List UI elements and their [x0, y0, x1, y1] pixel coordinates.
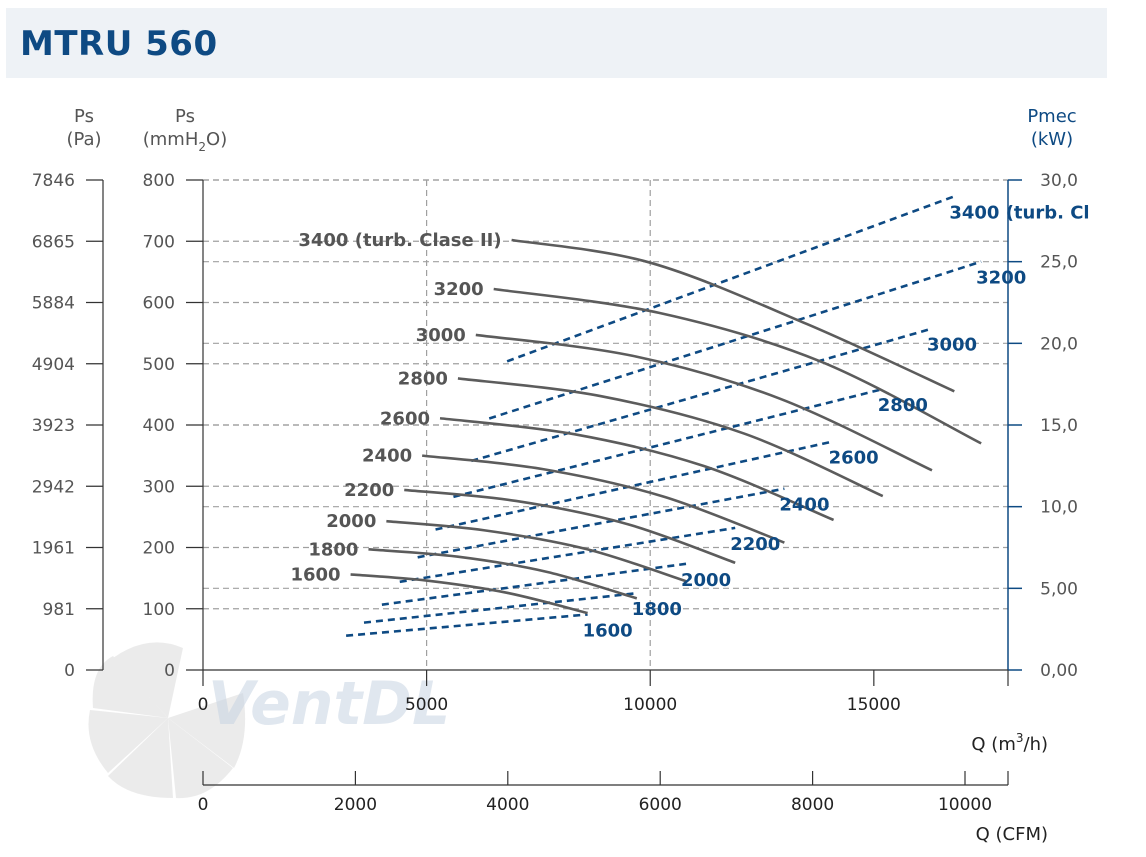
pa-axis-label-2: (Pa): [66, 129, 101, 150]
x-m3h-axis-label: Q (m3/h): [971, 731, 1048, 755]
pressure-label-2400: 2400: [362, 446, 412, 467]
pa-tick-label: 3923: [32, 416, 75, 436]
mmh2o-tick-label: 400: [143, 416, 175, 436]
mmh2o-label-post: O): [206, 129, 227, 150]
power-label-1600: 1600: [583, 620, 633, 641]
mmh2o-label-sub: 2: [198, 140, 206, 154]
mmh2o-tick-label: 500: [143, 355, 175, 375]
kw-tick-label: 25,0: [1040, 253, 1078, 273]
kw-tick-label: 0,00: [1040, 661, 1078, 681]
pa-tick-label: 4904: [32, 355, 75, 375]
x-cfm-axis-label: Q (CFM): [976, 824, 1048, 845]
pa-tick-label: 5884: [32, 294, 75, 314]
pa-axis-label-1: Ps: [74, 106, 94, 127]
x-m3h-tick-label: 0: [198, 695, 209, 715]
power-label-2800: 2800: [878, 395, 928, 416]
power-curve-1600: [346, 614, 587, 635]
mmh2o-tick-label: 700: [143, 232, 175, 252]
kw-tick-label: 30,0: [1040, 171, 1078, 191]
mmh2o-tick-label: 600: [143, 294, 175, 314]
pressure-label-2800: 2800: [398, 368, 448, 389]
x-cfm-tick-label: 10000: [938, 795, 992, 815]
power-curve-1800: [364, 593, 637, 622]
pressure-curve-2000: [386, 521, 686, 581]
x-cfm-tick-label: 2000: [334, 795, 377, 815]
kw-tick-label: 10,0: [1040, 498, 1078, 518]
power-label-1800: 1800: [632, 599, 682, 620]
x-m3h-tick-label: 10000: [623, 695, 677, 715]
pressure-label-3200: 3200: [434, 279, 484, 300]
power-label-2600: 2600: [829, 447, 879, 468]
x-cfm-tick-label: 8000: [791, 795, 834, 815]
pa-tick-label: 2942: [32, 477, 75, 497]
power-label-3400: 3400 (turb. Cl: [949, 202, 1089, 223]
power-label-2400: 2400: [779, 495, 829, 516]
kw-axis-label-1: Pmec: [1027, 106, 1076, 127]
mmh2o-axis-label-1: Ps: [175, 106, 195, 127]
x-m3h-tick-label: 5000: [405, 695, 448, 715]
pa-tick-label: 1961: [32, 539, 75, 559]
mmh2o-tick-label: 100: [143, 600, 175, 620]
mmh2o-tick-label: 0: [164, 661, 175, 681]
pressure-curve-3200: [494, 289, 981, 443]
pa-tick-label: 0: [64, 661, 75, 681]
kw-axis-label-2: (kW): [1031, 129, 1073, 150]
pressure-label-2600: 2600: [380, 408, 430, 429]
power-label-2000: 2000: [681, 570, 731, 591]
x-m3h-label-post: /h): [1024, 734, 1049, 755]
kw-tick-label: 5,00: [1040, 579, 1078, 599]
power-label-3000: 3000: [927, 335, 977, 356]
kw-tick-label: 15,0: [1040, 416, 1078, 436]
power-curve-3400: [507, 196, 954, 361]
mmh2o-label-pre: (mmH: [143, 129, 199, 150]
pressure-label-1600: 1600: [290, 564, 340, 585]
pressure-curve-3400: [512, 240, 955, 391]
pa-tick-label: 981: [43, 600, 75, 620]
mmh2o-axis-label-2: (mmH2O): [143, 129, 227, 154]
pressure-label-1800: 1800: [308, 539, 358, 560]
x-m3h-label-sup: 3: [1016, 731, 1024, 745]
power-label-2200: 2200: [730, 534, 780, 555]
x-m3h-label-pre: Q (m: [971, 734, 1015, 755]
pressure-label-2000: 2000: [326, 511, 376, 532]
x-cfm-tick-label: 4000: [486, 795, 529, 815]
kw-tick-label: 20,0: [1040, 334, 1078, 354]
mmh2o-tick-label: 300: [143, 477, 175, 497]
x-m3h-tick-label: 15000: [847, 695, 901, 715]
pa-tick-label: 7846: [32, 171, 75, 191]
pressure-curve-2600: [440, 418, 834, 520]
mmh2o-tick-label: 800: [143, 171, 175, 191]
power-label-3200: 3200: [976, 268, 1026, 289]
pressure-label-3000: 3000: [416, 325, 466, 346]
pressure-label-2200: 2200: [344, 480, 394, 501]
mmh2o-tick-label: 200: [143, 539, 175, 559]
pressure-label-3400: 3400 (turb. Clase II): [298, 230, 501, 251]
pa-tick-label: 6865: [32, 232, 75, 252]
x-cfm-tick-label: 0: [198, 795, 209, 815]
x-cfm-tick-label: 6000: [639, 795, 682, 815]
